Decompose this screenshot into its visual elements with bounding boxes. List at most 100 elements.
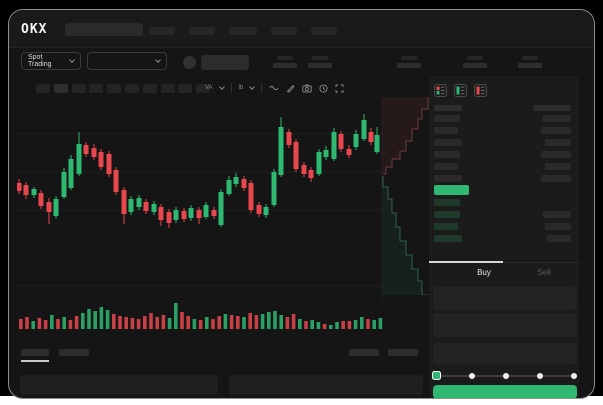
- ticker-label-2: [312, 56, 328, 60]
- volume-bar: [248, 313, 252, 329]
- ask-price-bar[interactable]: [434, 151, 460, 158]
- bottom-panel-right[interactable]: [229, 375, 423, 395]
- orderbook-view-combined-icon[interactable]: [434, 84, 447, 102]
- bid-price-bar[interactable]: [434, 223, 458, 230]
- orderbook-view-bids-icon[interactable]: [454, 84, 467, 102]
- bottom-tab-right-2[interactable]: [388, 349, 418, 356]
- candle-body: [286, 132, 292, 145]
- candle-body: [278, 127, 284, 175]
- market-type-dropdown[interactable]: Spot Trading: [21, 52, 81, 70]
- slider-dot-25[interactable]: [469, 373, 475, 379]
- timeframe-button-9[interactable]: [178, 84, 193, 93]
- ask-price-bar[interactable]: [434, 163, 458, 170]
- draw-tool-icon[interactable]: [286, 84, 295, 93]
- timeframe-button-3[interactable]: [71, 84, 86, 93]
- candle-body: [17, 183, 22, 191]
- nav-item-4[interactable]: [271, 27, 297, 35]
- slider-handle[interactable]: [432, 371, 441, 380]
- volume-bar: [260, 314, 265, 329]
- volume-bar: [335, 322, 339, 329]
- ask-price-bar[interactable]: [434, 139, 462, 146]
- nav-item-3[interactable]: [229, 27, 257, 35]
- volume-bar: [19, 319, 23, 329]
- timeframe-button-8[interactable]: [160, 84, 175, 93]
- depth-asks-area: [382, 97, 428, 174]
- slider-dot-75[interactable]: [537, 373, 543, 379]
- volume-bar: [25, 317, 29, 329]
- candle-body: [106, 154, 112, 174]
- candle-body: [338, 134, 344, 149]
- volume-bar: [174, 303, 178, 329]
- orderbook-view-asks-icon[interactable]: [474, 84, 487, 102]
- pair-dropdown[interactable]: [87, 52, 167, 70]
- candle-body: [308, 170, 314, 178]
- slider-dot-100[interactable]: [571, 373, 577, 379]
- slider-dot-50[interactable]: [503, 373, 509, 379]
- total-input[interactable]: [433, 343, 577, 364]
- okx-logo[interactable]: OKX: [21, 22, 48, 37]
- tab-sell[interactable]: Sell: [537, 268, 551, 277]
- chevron-down-icon[interactable]: [249, 84, 256, 90]
- ticker-value-5: [518, 63, 542, 68]
- volume-bar: [155, 317, 159, 329]
- candle-body: [203, 205, 209, 217]
- ask-price-bar[interactable]: [434, 175, 462, 182]
- bottom-tab-right-1[interactable]: [349, 349, 379, 356]
- volume-bar: [329, 325, 333, 329]
- divider: [261, 83, 263, 93]
- line-tool-icon[interactable]: [269, 84, 279, 92]
- candle-body: [53, 199, 59, 216]
- price-input[interactable]: [433, 287, 577, 310]
- volume-bar: [118, 316, 122, 329]
- candle-body: [271, 172, 277, 205]
- fullscreen-icon[interactable]: [335, 84, 344, 93]
- candle-body: [368, 132, 374, 142]
- amount-input[interactable]: [433, 313, 577, 337]
- active-tab-indicator: [429, 261, 503, 263]
- volume-indicator-label[interactable]: VA: [205, 85, 213, 91]
- volume-bar: [93, 311, 97, 329]
- ask-price-bar[interactable]: [434, 127, 458, 134]
- search-input[interactable]: [65, 23, 143, 36]
- timeframe-button-1[interactable]: [36, 84, 50, 93]
- volume-bar: [31, 321, 35, 329]
- candle-body: [113, 170, 119, 192]
- ask-amount-bar: [541, 127, 571, 134]
- timeframe-button-7[interactable]: [142, 84, 157, 93]
- volume-bar: [310, 320, 314, 329]
- ask-price-bar[interactable]: [434, 115, 460, 122]
- timeframe-button-2[interactable]: [53, 84, 68, 93]
- coin-icon: [183, 56, 196, 69]
- volume-bar: [279, 315, 283, 329]
- app-window: OKX Spot Trading VA lb: [8, 9, 595, 399]
- bottom-panel-left[interactable]: [20, 375, 218, 395]
- nav-item-1[interactable]: [149, 27, 175, 35]
- volume-bar: [167, 318, 172, 329]
- volume-bar: [87, 309, 91, 329]
- buy-submit-button[interactable]: [433, 385, 577, 398]
- candle-body: [353, 134, 359, 147]
- timeframe-button-6[interactable]: [125, 84, 139, 93]
- timeframe-button-10[interactable]: [196, 84, 211, 93]
- bid-price-bar[interactable]: [434, 199, 460, 206]
- bid-price-bar[interactable]: [434, 211, 460, 218]
- history-clock-icon[interactable]: [319, 83, 328, 93]
- bid-price-bar[interactable]: [434, 235, 462, 242]
- tab-buy[interactable]: Buy: [477, 268, 491, 277]
- last-price-badge[interactable]: [434, 185, 469, 195]
- chevron-down-icon[interactable]: [218, 84, 225, 90]
- timeframe-button-5[interactable]: [107, 84, 122, 93]
- tab-divider: [503, 262, 579, 263]
- chart-style-label[interactable]: lb: [238, 85, 244, 91]
- timeframe-button-4[interactable]: [89, 84, 104, 93]
- bottom-tab-2[interactable]: [59, 349, 89, 356]
- nav-item-5[interactable]: [311, 27, 337, 35]
- ticker-label-4: [467, 56, 483, 60]
- screenshot-icon[interactable]: [302, 83, 312, 93]
- candle-body: [218, 192, 224, 225]
- nav-item-2[interactable]: [189, 27, 215, 35]
- bottom-tab-1[interactable]: [21, 349, 49, 356]
- volume-bar: [50, 315, 54, 329]
- depth-chart[interactable]: [382, 95, 430, 295]
- candlestick-chart[interactable]: [17, 100, 383, 308]
